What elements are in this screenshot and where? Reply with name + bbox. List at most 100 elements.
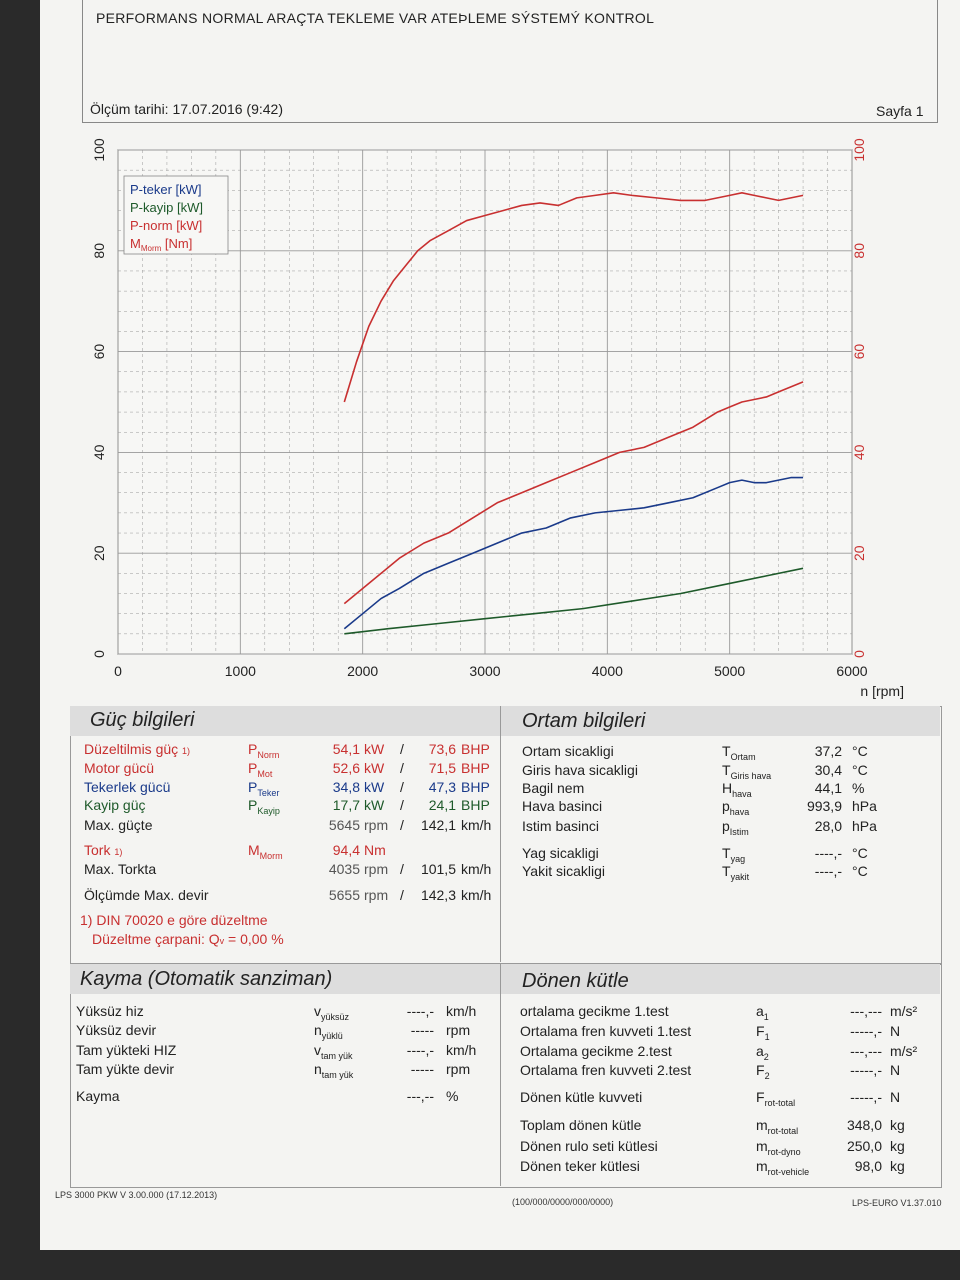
guc-row-value2: 73,6 [428,741,456,757]
x-tick-label: 5000 [714,663,745,679]
guc-row-value: 5655 [328,887,360,903]
donen-heading: Dönen kütle [522,970,629,992]
ortam-heading: Ortam bilgileri [522,710,646,732]
power-chart: 0 1000 2000 3000 4000 5000 6000 n [rpm] 0 20 40 60 8… [60,126,960,706]
kayma-row-symbol: nyüklü [314,1022,343,1041]
guc-row-sep: / [400,779,404,795]
legend-entry: P-kayip [kW] [130,200,203,215]
guc-row-value2: 142,1 [420,817,456,833]
donen-row-symbol: mrot-total [756,1117,799,1136]
guc-row-unit2: km/h [461,817,492,833]
y-tick-label: 40 [91,444,107,460]
ortam-row-symbol: Hhava [722,780,752,799]
guc-row-label: Tekerlek gücü [84,779,171,795]
guc-row-unit2: BHP [461,741,490,757]
donen-row-value: -----,- [850,1062,882,1078]
y-tick-label: 80 [91,243,107,259]
footer-right: LPS-EURO V1.37.010 [852,1198,942,1208]
donen-row-symbol: a2 [756,1043,769,1062]
donen-row-label: ortalama gecikme 1.test [520,1003,669,1019]
donen-row-symbol: a1 [756,1003,769,1022]
x-tick-label: 0 [114,663,122,679]
ortam-row-value: 37,2 [814,743,842,759]
donen-row-unit: m/s² [890,1043,918,1059]
factor-value: = 0,00 % [228,931,284,947]
x-tick-label: 1000 [225,663,256,679]
guc-row-value: 54,1 [332,741,360,757]
y-tick-label: 20 [91,545,107,561]
y-tick-label: 100 [91,138,107,162]
donen-row-label: Ortalama fren kuvveti 1.test [520,1023,692,1039]
donen-row-unit: kg [890,1158,905,1174]
guc-row-unit2: BHP [461,779,490,795]
kayma-row-value: ----- [410,1061,434,1077]
donen-row-unit: m/s² [890,1003,918,1019]
guc-row-value2: 101,5 [420,861,456,877]
x-tick-label: 3000 [469,663,500,679]
footer-center: (100/000/0000/000/0000) [512,1197,614,1207]
guc-row-symbol: MMorm [248,842,283,861]
kayma-row-unit: % [446,1088,459,1104]
donen-row-value: ---,--- [850,1043,882,1059]
guc-row-unit2: BHP [461,760,490,776]
ortam-row-unit: % [852,780,865,796]
ortam-row-value: 28,0 [814,818,842,834]
ortam-row-unit: °C [852,845,868,861]
ortam-row-label: Istim basinci [522,818,600,834]
kayma-row-unit: km/h [446,1003,477,1019]
ortam-row-label: Yag sicakligi [522,845,599,861]
ortam-row-symbol: TGiris hava [722,762,772,781]
ortam-row-symbol: Tyakit [722,863,750,882]
donen-row-label: Ortalama fren kuvveti 2.test [520,1062,692,1078]
guc-row-unit: kW [364,741,385,757]
donen-row-value: 348,0 [846,1117,882,1133]
y2-tick-label: 0 [851,650,867,658]
donen-row-value: 98,0 [854,1158,882,1174]
kayma-row-unit: rpm [446,1022,471,1038]
ortam-row-unit: °C [852,743,868,759]
guc-row-label: Düzeltilmis güç 1) [84,741,191,757]
donen-row-value: ---,--- [850,1003,882,1019]
ortam-row-label: Ortam sicakligi [522,743,614,759]
donen-row-symbol: F1 [756,1023,770,1042]
kayma-donen-header-bar [70,964,940,994]
ortam-row-unit: °C [852,863,868,879]
guc-row-label: Max. güçte [84,817,153,833]
din-note: 1) DIN 70020 e göre düzeltme [80,912,268,928]
kayma-row-label: Tam yükte devir [76,1061,175,1077]
kayma-row-symbol: vtam yük [314,1042,353,1061]
x-tick-label: 2000 [347,663,378,679]
guc-row-unit: kW [364,760,385,776]
series-line-2 [343,381,804,605]
ortam-row-value: ----,- [814,863,842,879]
report-title: PERFORMANS NORMAL ARAÇTA TEKLEME VAR ATE… [96,10,655,26]
guc-row-value: 17,7 [332,797,360,813]
kayma-heading: Kayma (Otomatik sanziman) [80,968,333,990]
kayma-row-value: ---,-- [406,1088,434,1104]
ortam-row-unit: °C [852,762,868,778]
correction-factor: Düzeltme çarpani: Qv = 0,00 % [92,931,284,947]
page-number: Sayfa 1 [876,103,924,119]
kayma-row-label: Tam yükteki HIZ [76,1042,177,1058]
donen-row-value: 250,0 [846,1138,882,1154]
kayma-row-symbol: vyüksüz [314,1003,350,1022]
guc-row-value: 94,4 [332,842,360,858]
ortam-row-value: 993,9 [806,798,842,814]
ortam-row-label: Yakit sicakligi [522,863,605,879]
donen-row-unit: kg [890,1138,905,1154]
x-axis-label: n [rpm] [860,683,904,699]
guc-row-value2: 24,1 [428,797,456,813]
ortam-row-unit: hPa [852,818,877,834]
donen-row-unit: N [890,1062,901,1078]
y2-tick-label: 80 [851,243,867,259]
ortam-row-value: 30,4 [814,762,842,778]
legend-entry: MMorm [Nm] [130,236,192,253]
factor-sub: v [219,936,225,946]
guc-row-sep: / [400,887,404,903]
legend-box [123,175,229,255]
guc-ortam-header-bar [70,706,940,736]
ortam-row-value: 44,1 [814,780,842,796]
guc-row-unit: rpm [364,887,389,903]
guc-row-label: Motor gücü [84,760,155,776]
guc-row-value2: 47,3 [428,779,456,795]
